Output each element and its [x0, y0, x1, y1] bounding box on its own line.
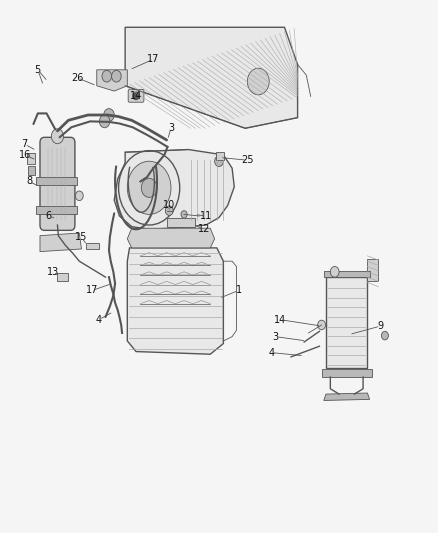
Text: 11: 11 — [200, 211, 212, 221]
Text: 10: 10 — [162, 200, 175, 211]
Circle shape — [133, 92, 139, 100]
Circle shape — [99, 115, 110, 128]
Polygon shape — [321, 368, 372, 377]
Polygon shape — [324, 393, 370, 400]
Text: 4: 4 — [96, 314, 102, 325]
Text: 17: 17 — [86, 286, 99, 295]
Polygon shape — [326, 277, 367, 368]
Text: 16: 16 — [18, 150, 31, 160]
Circle shape — [381, 332, 389, 340]
Text: 15: 15 — [75, 232, 88, 243]
Circle shape — [215, 156, 223, 166]
Circle shape — [127, 161, 171, 214]
Polygon shape — [125, 27, 297, 128]
Bar — [28, 166, 35, 174]
Bar — [27, 154, 35, 164]
Text: 1: 1 — [236, 286, 242, 295]
Circle shape — [181, 211, 187, 218]
Circle shape — [51, 129, 64, 144]
Circle shape — [247, 68, 269, 95]
Circle shape — [112, 70, 121, 82]
Text: 8: 8 — [26, 176, 32, 187]
Text: 4: 4 — [268, 348, 275, 358]
Circle shape — [165, 206, 173, 215]
Text: 9: 9 — [378, 321, 384, 331]
Text: 26: 26 — [71, 73, 83, 83]
Text: 5: 5 — [35, 65, 41, 75]
Polygon shape — [86, 243, 99, 249]
Circle shape — [141, 178, 157, 197]
Text: 14: 14 — [274, 314, 286, 325]
Circle shape — [104, 109, 114, 122]
Circle shape — [75, 191, 83, 200]
Bar — [215, 152, 224, 160]
Polygon shape — [127, 228, 215, 248]
Text: 3: 3 — [273, 332, 279, 342]
Polygon shape — [127, 248, 223, 354]
Polygon shape — [114, 150, 234, 229]
Polygon shape — [57, 273, 68, 281]
Text: 13: 13 — [47, 267, 59, 277]
Text: 6: 6 — [46, 211, 52, 221]
Text: 14: 14 — [130, 91, 142, 101]
Bar — [166, 218, 195, 227]
Text: 25: 25 — [241, 155, 254, 165]
Circle shape — [102, 70, 112, 82]
Polygon shape — [97, 70, 127, 91]
Circle shape — [318, 320, 325, 330]
FancyBboxPatch shape — [40, 138, 75, 230]
FancyBboxPatch shape — [128, 90, 144, 102]
Circle shape — [330, 266, 339, 277]
Polygon shape — [36, 206, 77, 214]
Text: 3: 3 — [168, 123, 174, 133]
Polygon shape — [40, 233, 81, 252]
Text: 12: 12 — [198, 224, 210, 235]
Polygon shape — [36, 177, 77, 185]
Text: 7: 7 — [21, 139, 28, 149]
Bar — [367, 259, 378, 281]
Bar — [324, 271, 370, 277]
Text: 17: 17 — [147, 54, 160, 64]
